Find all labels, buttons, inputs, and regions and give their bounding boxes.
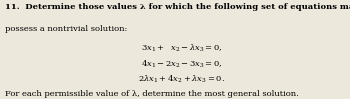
Text: $4x_1 - 2x_2 - 3x_3 = 0,$: $4x_1 - 2x_2 - 3x_3 = 0,$	[141, 58, 223, 70]
Text: For each permissible value of λ, determine the most general solution.: For each permissible value of λ, determi…	[5, 90, 298, 98]
Text: 11.  Determine those values λ for which the following set of equations may: 11. Determine those values λ for which t…	[5, 3, 350, 11]
Text: possess a nontrivial solution:: possess a nontrivial solution:	[5, 25, 127, 33]
Text: $2\lambda x_1 + 4x_2 + \lambda x_3 = 0.$: $2\lambda x_1 + 4x_2 + \lambda x_3 = 0.$	[139, 74, 225, 85]
Text: $3x_1 + \ \ x_2 - \lambda x_3 = 0,$: $3x_1 + \ \ x_2 - \lambda x_3 = 0,$	[141, 43, 223, 54]
